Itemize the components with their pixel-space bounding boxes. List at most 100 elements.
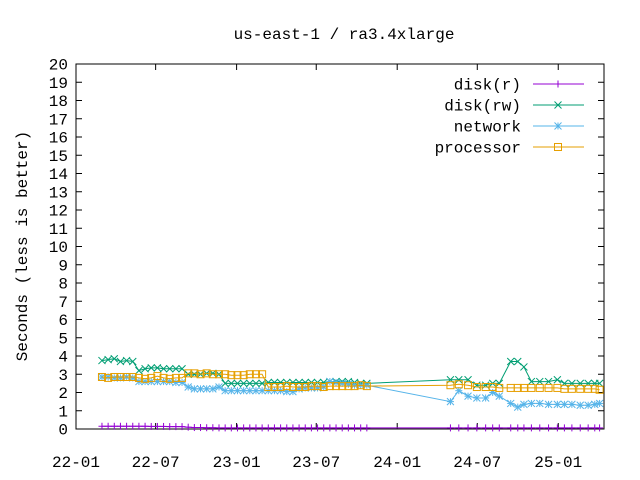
- data-point-disk-rw: [153, 364, 162, 372]
- chart-title: us-east-1 / ra3.4xlarge: [234, 26, 455, 44]
- data-point-network: [252, 386, 260, 395]
- y-tick-label: 15: [49, 148, 68, 166]
- data-point-disk-rw: [122, 356, 131, 365]
- data-point-disk-rw: [239, 379, 248, 388]
- data-point-disk-r: [129, 422, 137, 430]
- data-point-disk-r: [351, 424, 359, 432]
- data-point-processor: [141, 374, 150, 383]
- data-point-disk-r: [283, 424, 291, 432]
- data-point-network: [208, 384, 217, 393]
- data-point-disk-r: [489, 424, 497, 432]
- data-point-disk-r: [560, 424, 568, 432]
- data-point-processor: [544, 383, 553, 392]
- data-point-disk-rw: [147, 364, 156, 372]
- data-point-disk-r: [295, 424, 303, 432]
- data-point-processor: [295, 383, 304, 392]
- data-point-processor: [325, 382, 334, 391]
- data-point-disk-r: [252, 424, 260, 432]
- data-point-disk-r: [270, 424, 278, 432]
- data-point-disk-rw: [245, 379, 254, 388]
- data-point-disk-r: [576, 424, 584, 432]
- data-point-processor: [215, 370, 223, 379]
- data-point-disk-r: [536, 424, 544, 432]
- series-processor: [97, 369, 604, 394]
- y-tick-label: 4: [58, 349, 68, 367]
- data-point-disk-rw: [227, 379, 236, 388]
- data-point-processor: [196, 370, 205, 379]
- data-point-disk-rw: [98, 356, 106, 365]
- data-point-network: [190, 384, 199, 393]
- data-point-processor: [495, 383, 504, 392]
- data-point-processor: [362, 382, 371, 391]
- data-point-processor: [264, 383, 273, 392]
- data-point-network: [446, 397, 455, 406]
- data-point-disk-r: [473, 424, 481, 432]
- data-point-disk-r: [104, 422, 112, 430]
- data-point-disk-rw: [128, 357, 137, 366]
- y-axis-label: Seconds (less is better): [14, 131, 32, 361]
- data-point-processor: [97, 372, 106, 381]
- data-point-disk-rw: [110, 354, 119, 363]
- data-point-disk-r: [357, 424, 365, 432]
- data-point-network: [245, 386, 254, 395]
- data-point-disk-r: [514, 424, 522, 432]
- data-point-processor: [165, 374, 174, 383]
- data-point-disk-r: [123, 422, 131, 430]
- data-point-disk-r: [507, 424, 515, 432]
- data-point-processor: [301, 383, 310, 392]
- data-point-disk-r: [190, 424, 198, 432]
- legend-marker-processor: [554, 143, 562, 151]
- data-point-disk-r: [197, 424, 205, 432]
- data-point-network: [576, 401, 585, 410]
- series-layer: [97, 354, 604, 432]
- data-point-disk-rw: [252, 379, 260, 388]
- data-point-disk-r: [363, 424, 371, 432]
- data-point-network: [590, 400, 599, 409]
- data-point-disk-rw: [116, 357, 125, 366]
- data-point-disk-r: [568, 424, 576, 432]
- y-tick-label: 16: [49, 130, 68, 148]
- y-tick-label: 11: [49, 221, 68, 239]
- data-point-disk-r: [116, 422, 124, 430]
- y-tick-label: 9: [58, 257, 68, 275]
- data-point-processor: [202, 369, 211, 378]
- data-point-processor: [464, 381, 473, 390]
- data-point-network: [454, 386, 463, 395]
- data-point-processor: [245, 370, 254, 379]
- legend-marker-disk-r: [554, 80, 562, 88]
- data-point-network: [513, 403, 522, 411]
- data-point-disk-rw: [527, 377, 536, 386]
- data-point-disk-rw: [104, 355, 112, 364]
- x-tick-label: 25-01: [534, 454, 582, 472]
- data-point-processor: [338, 382, 347, 391]
- data-point-disk-r: [221, 424, 229, 432]
- data-point-disk-rw: [233, 379, 242, 388]
- data-point-processor: [239, 371, 248, 380]
- data-point-disk-rw: [544, 377, 553, 386]
- data-point-disk-r: [233, 424, 241, 432]
- data-point-processor: [258, 370, 267, 379]
- data-point-disk-r: [344, 424, 352, 432]
- data-point-disk-r: [98, 422, 106, 430]
- data-point-network: [560, 400, 569, 409]
- data-point-network: [495, 392, 504, 401]
- data-point-network: [233, 386, 242, 395]
- data-point-disk-r: [314, 424, 322, 432]
- x-tick-label: 24-01: [373, 454, 421, 472]
- data-point-network: [472, 394, 481, 402]
- data-point-network: [202, 384, 211, 393]
- data-point-processor: [535, 383, 544, 392]
- data-point-disk-rw: [495, 379, 504, 388]
- series-disk-r: [98, 422, 604, 432]
- data-point-processor: [446, 381, 455, 390]
- data-point-disk-rw: [135, 366, 143, 375]
- data-point-disk-r: [153, 422, 161, 430]
- data-point-processor: [590, 384, 599, 393]
- data-point-disk-r: [301, 424, 309, 432]
- data-point-disk-r: [227, 424, 235, 432]
- data-point-processor: [282, 382, 291, 391]
- data-point-network: [568, 400, 576, 409]
- data-point-network: [520, 400, 528, 409]
